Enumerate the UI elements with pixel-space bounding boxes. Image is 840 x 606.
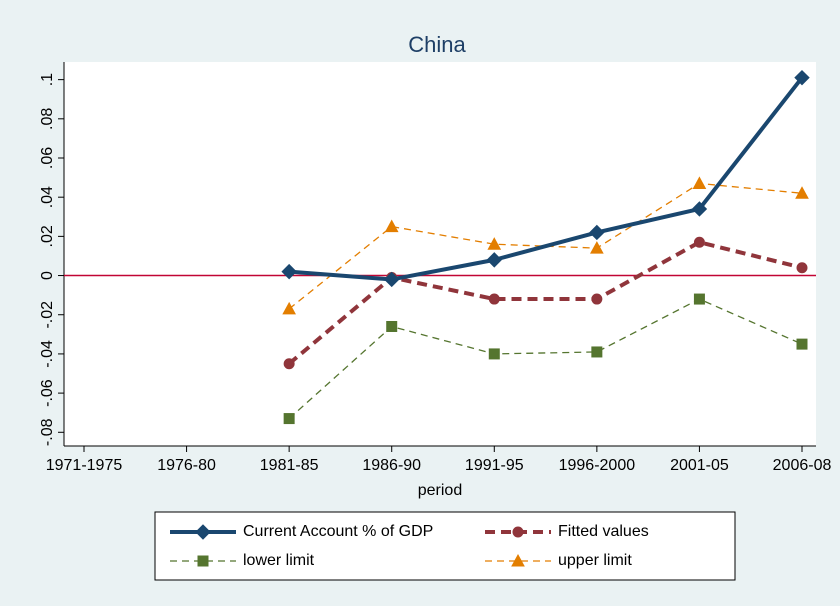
data-point <box>386 320 398 332</box>
data-point <box>384 219 399 233</box>
legend-label: Current Account % of GDP <box>243 523 433 540</box>
plot-area <box>64 62 816 446</box>
data-point <box>282 301 296 315</box>
data-point <box>591 293 603 305</box>
y-tick-label: -.04 <box>39 340 56 368</box>
y-tick-label: .04 <box>39 186 56 208</box>
data-point <box>488 293 500 305</box>
legend-label: Fitted values <box>558 523 649 540</box>
data-point <box>794 69 810 86</box>
y-tick-label: .06 <box>39 147 56 169</box>
x-tick-label: 1981-85 <box>260 457 319 474</box>
legend <box>154 511 736 581</box>
series-line <box>287 240 803 366</box>
data-point <box>283 413 295 425</box>
data-point <box>692 176 707 189</box>
series-line <box>288 182 803 310</box>
y-tick-label: -.02 <box>39 301 56 329</box>
data-point <box>589 224 605 241</box>
data-point <box>384 271 400 288</box>
data-point <box>486 252 502 268</box>
data-point <box>693 236 705 248</box>
x-tick-label: 1971-1975 <box>46 457 123 474</box>
legend-label: lower limit <box>243 552 315 569</box>
y-tick-label: .08 <box>39 108 56 130</box>
chart-title: China <box>408 32 466 57</box>
x-axis-label: period <box>418 482 462 499</box>
data-point <box>691 201 708 217</box>
x-tick-label: 2001-05 <box>670 457 729 474</box>
data-point <box>796 338 808 350</box>
data-point <box>487 237 502 250</box>
y-tick-label: 0 <box>39 271 56 280</box>
data-point <box>591 346 603 358</box>
x-tick-label: 1986-90 <box>362 457 421 474</box>
legend-label: upper limit <box>558 552 632 569</box>
x-tick-label: 1996-2000 <box>559 457 636 474</box>
x-tick-label: 1991-95 <box>465 457 524 474</box>
series-line <box>288 298 803 420</box>
y-tick-label: .1 <box>39 73 56 86</box>
x-tick-label: 1976-80 <box>157 457 216 474</box>
data-point <box>281 263 297 280</box>
data-point <box>283 358 295 370</box>
y-tick-label: .02 <box>39 225 56 247</box>
data-point <box>590 241 604 254</box>
x-tick-label: 2006-08 <box>773 457 832 474</box>
legend-marker <box>195 524 211 540</box>
series-line <box>288 76 804 282</box>
legend-marker <box>197 555 209 567</box>
data-point <box>488 348 500 360</box>
data-point <box>795 186 809 199</box>
legend-marker <box>511 553 525 567</box>
y-tick-label: -.08 <box>39 418 56 446</box>
y-tick-label: -.06 <box>39 379 56 407</box>
data-point <box>796 262 808 274</box>
data-point <box>693 293 705 305</box>
legend-marker <box>512 526 524 538</box>
